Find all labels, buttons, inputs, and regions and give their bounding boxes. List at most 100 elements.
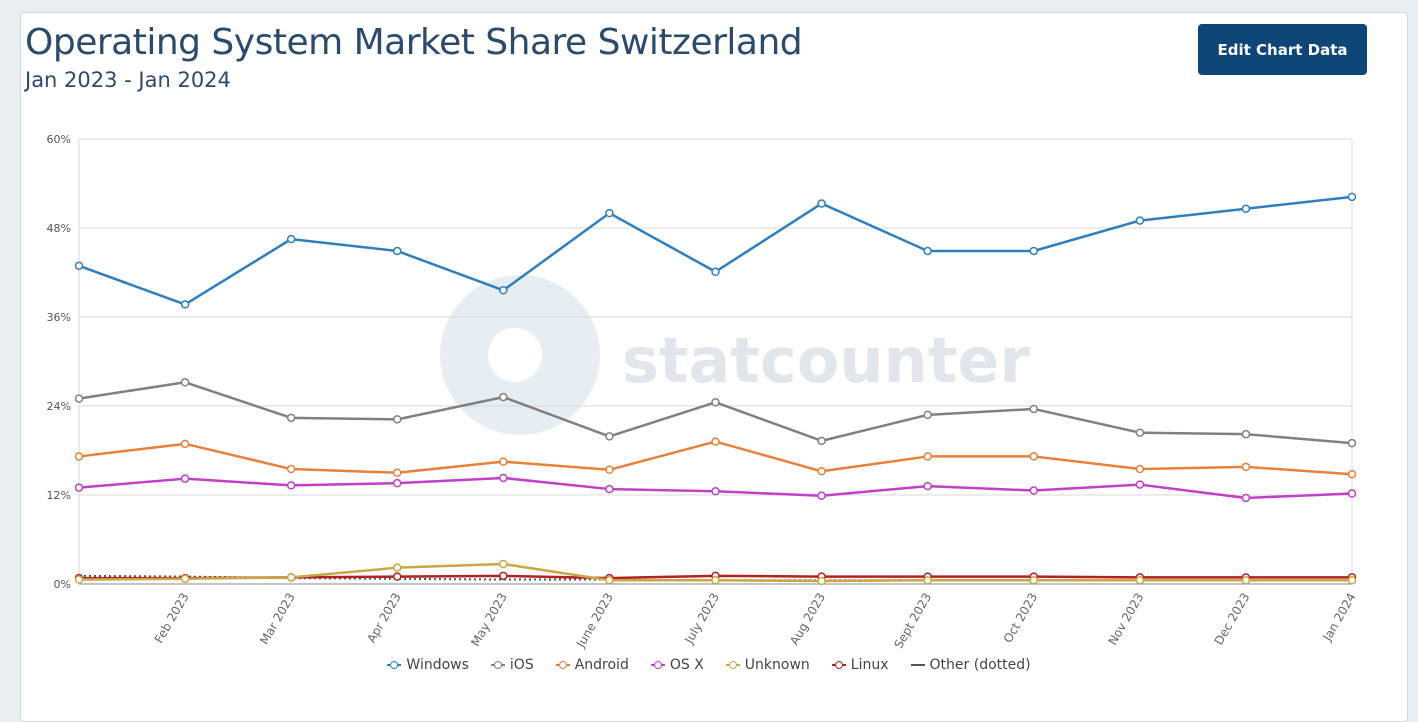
data-point[interactable] xyxy=(1135,480,1145,489)
data-point[interactable] xyxy=(499,457,508,466)
data-point[interactable] xyxy=(1135,428,1145,437)
data-point[interactable] xyxy=(393,563,402,572)
y-axis-ticks: 0% 12% 24% 36% 48% 60% xyxy=(47,133,71,591)
y-tick-label: 0% xyxy=(54,578,71,591)
data-point[interactable] xyxy=(180,439,190,449)
data-point[interactable] xyxy=(605,432,614,441)
series-line xyxy=(78,195,1353,306)
data-point[interactable] xyxy=(817,436,826,446)
data-point[interactable] xyxy=(1241,493,1251,503)
data-point[interactable] xyxy=(817,491,826,500)
data-point[interactable] xyxy=(499,473,508,483)
chart-legend: Windows iOS Android OS X Unknown Linux Other (… xyxy=(0,657,1418,673)
data-point[interactable] xyxy=(74,261,84,271)
data-point[interactable] xyxy=(1029,404,1038,414)
data-point[interactable] xyxy=(923,246,932,256)
data-point[interactable] xyxy=(817,199,826,208)
data-point[interactable] xyxy=(1029,486,1038,495)
data-point[interactable] xyxy=(711,267,720,277)
legend-label: Unknown xyxy=(744,657,810,673)
legend-marker-icon xyxy=(387,661,402,669)
data-point[interactable] xyxy=(1135,216,1145,225)
legend-marker-icon xyxy=(650,661,665,669)
data-point[interactable] xyxy=(1029,576,1038,585)
data-point[interactable] xyxy=(1347,576,1357,585)
data-point[interactable] xyxy=(499,559,508,569)
data-point[interactable] xyxy=(711,437,720,446)
data-point[interactable] xyxy=(1241,429,1251,439)
data-point[interactable] xyxy=(393,572,402,581)
data-point[interactable] xyxy=(711,398,720,407)
data-point[interactable] xyxy=(711,576,720,585)
data-point[interactable] xyxy=(1347,469,1357,479)
data-point[interactable] xyxy=(605,484,614,494)
data-point[interactable] xyxy=(180,378,190,387)
legend-item[interactable]: OS X xyxy=(650,657,704,673)
data-point[interactable] xyxy=(180,574,190,584)
data-point[interactable] xyxy=(1029,246,1038,256)
data-point[interactable] xyxy=(605,576,614,585)
legend-item[interactable]: Android xyxy=(555,657,629,673)
data-point[interactable] xyxy=(1241,462,1251,472)
page-title: Operating System Market Share Switzerlan… xyxy=(25,22,803,63)
data-point[interactable] xyxy=(1135,464,1145,474)
legend-item[interactable]: Other (dotted) xyxy=(910,657,1031,673)
data-point[interactable] xyxy=(74,483,84,492)
data-point[interactable] xyxy=(817,467,826,476)
data-point[interactable] xyxy=(393,246,402,256)
series-ios xyxy=(74,378,1357,448)
data-point[interactable] xyxy=(1029,452,1038,461)
data-point[interactable] xyxy=(393,415,402,424)
data-point[interactable] xyxy=(817,576,826,586)
x-tick-label: Nov 2023 xyxy=(1105,591,1146,648)
legend-item[interactable]: Linux xyxy=(831,657,889,673)
data-point[interactable] xyxy=(74,452,84,461)
series-line xyxy=(78,440,1353,476)
y-tick-label: 36% xyxy=(47,311,71,324)
legend-item[interactable]: Unknown xyxy=(725,657,810,673)
data-point[interactable] xyxy=(605,208,614,218)
data-point[interactable] xyxy=(1347,192,1357,202)
data-point[interactable] xyxy=(1241,204,1251,213)
data-point[interactable] xyxy=(286,234,296,244)
edit-chart-data-button[interactable]: Edit Chart Data xyxy=(1198,24,1367,75)
legend-label: Other (dotted) xyxy=(929,657,1031,673)
data-point[interactable] xyxy=(1241,576,1251,585)
data-point[interactable] xyxy=(605,465,614,475)
data-point[interactable] xyxy=(286,481,296,490)
data-point[interactable] xyxy=(74,394,84,403)
x-tick-label: Jan 2024 xyxy=(1320,591,1359,645)
data-point[interactable] xyxy=(180,474,190,483)
data-point[interactable] xyxy=(923,481,932,491)
y-tick-label: 24% xyxy=(47,400,71,413)
data-point[interactable] xyxy=(499,286,508,295)
data-point[interactable] xyxy=(286,464,296,474)
legend-label: Android xyxy=(574,657,629,673)
y-tick-label: 60% xyxy=(47,133,71,146)
legend-item[interactable]: iOS xyxy=(490,657,534,673)
data-point[interactable] xyxy=(393,478,402,488)
data-point[interactable] xyxy=(1135,576,1145,585)
series-os-x xyxy=(74,473,1357,503)
data-point[interactable] xyxy=(923,576,932,585)
legend-item[interactable]: Windows xyxy=(387,657,469,673)
data-point[interactable] xyxy=(923,452,932,461)
series-unknown xyxy=(74,559,1357,586)
chart-svg: statcounter 0% 12% 24% 36% 48% 60% Feb 2023 Ma… xyxy=(47,133,1359,651)
x-tick-label: Sept 2023 xyxy=(891,591,934,651)
data-point[interactable] xyxy=(499,571,508,581)
data-point[interactable] xyxy=(286,413,296,423)
x-tick-label: July 2023 xyxy=(682,591,723,647)
data-point[interactable] xyxy=(923,410,932,420)
data-point[interactable] xyxy=(1347,489,1357,498)
data-point[interactable] xyxy=(393,468,402,477)
data-point[interactable] xyxy=(499,392,508,402)
data-point[interactable] xyxy=(74,575,84,584)
data-point[interactable] xyxy=(711,487,720,496)
data-point[interactable] xyxy=(180,300,190,309)
page-subtitle: Jan 2023 - Jan 2024 xyxy=(25,68,231,92)
data-point[interactable] xyxy=(1347,438,1357,448)
data-point[interactable] xyxy=(286,573,296,582)
x-tick-label: June 2023 xyxy=(573,591,616,651)
legend-label: iOS xyxy=(509,657,534,673)
